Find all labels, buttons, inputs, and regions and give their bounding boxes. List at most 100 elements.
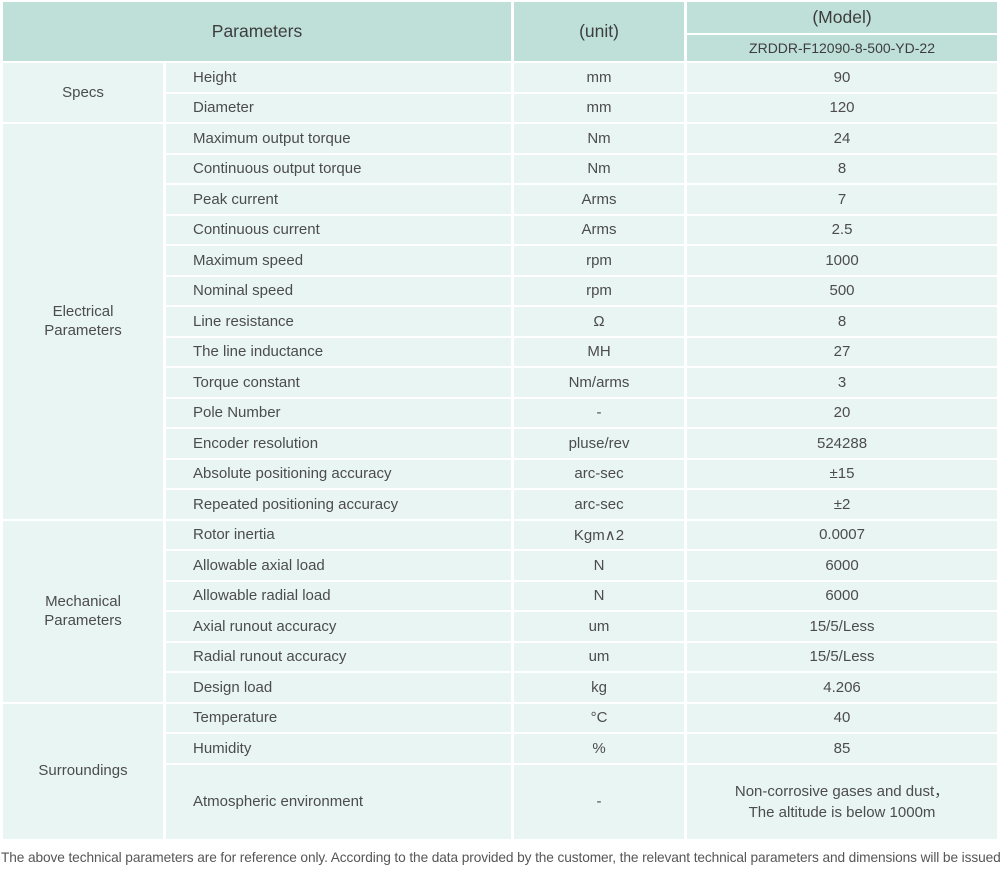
- unit-cell: kg: [514, 673, 685, 702]
- value-cell: 24: [687, 124, 998, 153]
- value-cell: 15/5/Less: [687, 612, 998, 641]
- value-cell: 7: [687, 185, 998, 214]
- table-row: Pole Number - 20: [3, 398, 998, 427]
- value-cell: 27: [687, 337, 998, 366]
- table-row: Torque constant Nm/arms 3: [3, 368, 998, 397]
- section-label-specs: Specs: [3, 63, 163, 122]
- value-cell: 15/5/Less: [687, 642, 998, 671]
- param-cell: Atmospheric environment: [166, 764, 512, 839]
- value-cell: 4.206: [687, 673, 998, 702]
- param-cell: Line resistance: [166, 307, 512, 336]
- table-header: Parameters (unit) (Model) ZRDDR-F12090-8…: [3, 2, 998, 61]
- header-unit: (unit): [514, 2, 685, 61]
- unit-cell: mm: [514, 93, 685, 122]
- unit-cell: rpm: [514, 276, 685, 305]
- param-cell: Axial runout accuracy: [166, 612, 512, 641]
- param-cell: Maximum output torque: [166, 124, 512, 153]
- value-cell: 500: [687, 276, 998, 305]
- param-cell: Continuous current: [166, 215, 512, 244]
- table-row: Continuous current Arms 2.5: [3, 215, 998, 244]
- value-cell: 85: [687, 734, 998, 763]
- param-cell: Torque constant: [166, 368, 512, 397]
- value-cell: 8: [687, 154, 998, 183]
- unit-cell: Ω: [514, 307, 685, 336]
- value-cell: 20: [687, 398, 998, 427]
- value-cell: ±15: [687, 459, 998, 488]
- table-row: Electrical Parameters Maximum output tor…: [3, 124, 998, 519]
- value-cell: Non-corrosive gases and dust， The altitu…: [687, 764, 998, 839]
- param-cell: Allowable axial load: [166, 551, 512, 580]
- value-cell: 6000: [687, 581, 998, 610]
- value-cell: 90: [687, 63, 998, 92]
- unit-cell: arc-sec: [514, 490, 685, 519]
- table-row: Line resistance Ω 8: [3, 307, 998, 336]
- param-cell: Continuous output torque: [166, 154, 512, 183]
- unit-cell: Kgm∧2: [514, 520, 685, 549]
- value-cell: 2.5: [687, 215, 998, 244]
- table-row: Absolute positioning accuracy arc-sec ±1…: [3, 459, 998, 488]
- value-cell: 40: [687, 703, 998, 732]
- value-cell: 8: [687, 307, 998, 336]
- unit-cell: %: [514, 734, 685, 763]
- unit-cell: Nm: [514, 124, 685, 153]
- unit-cell: um: [514, 642, 685, 671]
- value-cell: 524288: [687, 429, 998, 458]
- unit-cell: Nm: [514, 154, 685, 183]
- unit-cell: pluse/rev: [514, 429, 685, 458]
- table-row: Allowable radial load N 6000: [3, 581, 998, 610]
- table-row: Specs Height mm 90: [3, 63, 998, 122]
- table-row: The line inductance MH 27: [3, 337, 998, 366]
- param-cell: Encoder resolution: [166, 429, 512, 458]
- value-cell: 1000: [687, 246, 998, 275]
- value-cell: 0.0007: [687, 520, 998, 549]
- param-cell: Design load: [166, 673, 512, 702]
- param-cell: Diameter: [166, 93, 512, 122]
- spec-table: Parameters (unit) (Model) ZRDDR-F12090-8…: [3, 2, 998, 839]
- param-cell: Height: [166, 63, 512, 92]
- unit-cell: mm: [514, 63, 685, 92]
- value-cell: 3: [687, 368, 998, 397]
- table-row: Maximum speed rpm 1000: [3, 246, 998, 275]
- param-cell: Humidity: [166, 734, 512, 763]
- table-row: Mechanical Parameters Rotor inertia Kgm∧…: [3, 520, 998, 702]
- unit-cell: N: [514, 581, 685, 610]
- unit-cell: Arms: [514, 185, 685, 214]
- unit-cell: rpm: [514, 246, 685, 275]
- table-row: Peak current Arms 7: [3, 185, 998, 214]
- header-model-value: ZRDDR-F12090-8-500-YD-22: [687, 35, 998, 61]
- table-row: Humidity % 85: [3, 734, 998, 763]
- table-row: Radial runout accuracy um 15/5/Less: [3, 642, 998, 671]
- table-row: Continuous output torque Nm 8: [3, 154, 998, 183]
- param-cell: The line inductance: [166, 337, 512, 366]
- unit-cell: um: [514, 612, 685, 641]
- value-cell: ±2: [687, 490, 998, 519]
- unit-cell: N: [514, 551, 685, 580]
- unit-cell: -: [514, 764, 685, 839]
- table-row: Axial runout accuracy um 15/5/Less: [3, 612, 998, 641]
- param-cell: Radial runout accuracy: [166, 642, 512, 671]
- section-label-mechanical-parameters: Mechanical Parameters: [3, 520, 163, 702]
- unit-cell: -: [514, 398, 685, 427]
- table-row: Design load kg 4.206: [3, 673, 998, 702]
- value-cell: 6000: [687, 551, 998, 580]
- param-cell: Maximum speed: [166, 246, 512, 275]
- value-cell: 120: [687, 93, 998, 122]
- header-parameters: Parameters: [3, 2, 512, 61]
- footer-note: The above technical parameters are for r…: [1, 849, 1000, 865]
- param-cell: Repeated positioning accuracy: [166, 490, 512, 519]
- table-row: Diameter mm 120: [3, 93, 998, 122]
- table-row: Nominal speed rpm 500: [3, 276, 998, 305]
- param-cell: Allowable radial load: [166, 581, 512, 610]
- table-row: Encoder resolution pluse/rev 524288: [3, 429, 998, 458]
- unit-cell: Nm/arms: [514, 368, 685, 397]
- table-row: Atmospheric environment - Non-corrosive …: [3, 764, 998, 839]
- param-cell: Absolute positioning accuracy: [166, 459, 512, 488]
- unit-cell: °C: [514, 703, 685, 732]
- param-cell: Temperature: [166, 703, 512, 732]
- param-cell: Pole Number: [166, 398, 512, 427]
- unit-cell: arc-sec: [514, 459, 685, 488]
- section-label-surroundings: Surroundings: [3, 703, 163, 839]
- param-cell: Peak current: [166, 185, 512, 214]
- section-label-electrical-parameters: Electrical Parameters: [3, 124, 163, 519]
